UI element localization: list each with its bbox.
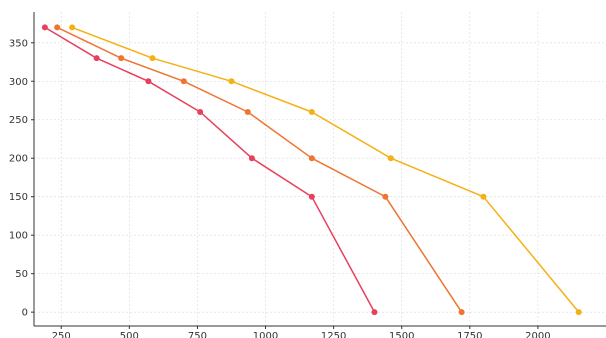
x-tick-label: 250 bbox=[52, 331, 71, 338]
series-3-point bbox=[149, 55, 156, 62]
series-3-point bbox=[69, 24, 76, 31]
x-tick-label: 1750 bbox=[457, 331, 482, 338]
y-tick-label: 350 bbox=[9, 38, 28, 49]
series-1-point bbox=[308, 193, 315, 200]
series-1-point bbox=[145, 78, 152, 85]
y-tick-label: 50 bbox=[15, 269, 28, 280]
series-2-point bbox=[308, 155, 315, 162]
series-2 bbox=[54, 24, 465, 316]
series-1-point bbox=[93, 55, 100, 62]
series-1-point bbox=[197, 109, 204, 116]
x-axis-ticks: 250 500 750 1000 1250 1500 1750 2000 bbox=[52, 326, 551, 338]
x-tick-label: 1500 bbox=[389, 331, 414, 338]
y-tick-label: 300 bbox=[9, 77, 28, 88]
x-tick-label: 500 bbox=[120, 331, 139, 338]
series-2-line bbox=[56, 26, 463, 313]
series-2-point bbox=[118, 55, 125, 62]
series-3-point bbox=[480, 193, 487, 200]
x-tick-label: 1250 bbox=[321, 331, 346, 338]
y-tick-label: 100 bbox=[9, 231, 28, 242]
series-3-point bbox=[308, 109, 315, 116]
series-3-line bbox=[71, 26, 580, 313]
series-1-line bbox=[44, 26, 376, 313]
series-3 bbox=[69, 24, 582, 316]
series-2-point bbox=[180, 78, 187, 85]
series-3-point bbox=[228, 78, 235, 85]
series-2-point bbox=[54, 24, 61, 31]
y-tick-label: 0 bbox=[22, 308, 28, 319]
series-2-point bbox=[244, 109, 251, 116]
y-tick-label: 200 bbox=[9, 154, 28, 165]
x-tick-label: 750 bbox=[188, 331, 207, 338]
series-3-point bbox=[387, 155, 394, 162]
series-3-point bbox=[575, 309, 582, 316]
series-2-point bbox=[382, 193, 389, 200]
grid bbox=[34, 12, 606, 326]
y-axis-ticks: 0 50 100 150 200 250 300 350 bbox=[9, 38, 34, 319]
y-tick-label: 150 bbox=[9, 192, 28, 203]
series-group bbox=[41, 24, 582, 316]
series-1 bbox=[41, 24, 378, 316]
y-tick-label: 250 bbox=[9, 115, 28, 126]
x-tick-label: 2000 bbox=[525, 331, 550, 338]
series-1-point bbox=[371, 309, 378, 316]
series-2-point bbox=[458, 309, 465, 316]
x-tick-label: 1000 bbox=[253, 331, 278, 338]
series-1-point bbox=[248, 155, 255, 162]
series-1-point bbox=[41, 24, 48, 31]
